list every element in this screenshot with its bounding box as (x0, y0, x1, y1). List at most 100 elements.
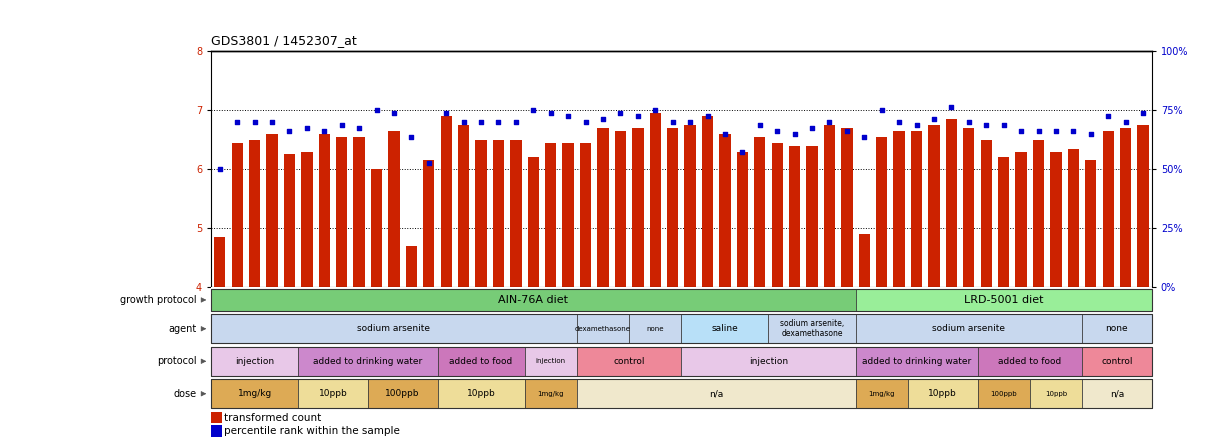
Bar (1082, 314, 1152, 343)
Bar (1067, 149, 1079, 444)
Bar (1050, 151, 1061, 444)
Point (750, 121, 769, 128)
Point (1029, 127, 1048, 135)
Text: added to food: added to food (999, 357, 1061, 366)
Bar (336, 137, 347, 444)
Text: dexamethasone: dexamethasone (575, 326, 631, 332)
Text: 1mg/kg: 1mg/kg (538, 391, 564, 397)
Text: 1mg/kg: 1mg/kg (868, 391, 895, 397)
Bar (388, 131, 399, 444)
Bar (1082, 347, 1152, 376)
Point (541, 110, 561, 117)
Text: control: control (614, 357, 645, 366)
Bar (789, 146, 801, 444)
Bar (576, 347, 681, 376)
Text: 10ppb: 10ppb (1044, 391, 1067, 397)
Bar (630, 314, 681, 343)
Point (924, 115, 943, 123)
Text: control: control (1101, 357, 1132, 366)
Bar (1032, 140, 1044, 444)
Text: sodium arsenite: sodium arsenite (357, 324, 431, 333)
Point (488, 119, 508, 126)
Point (453, 119, 473, 126)
Bar (576, 379, 855, 408)
Bar (855, 314, 1082, 343)
Point (420, 160, 439, 167)
Bar (597, 128, 609, 444)
Bar (978, 347, 1082, 376)
Bar (980, 140, 991, 444)
Point (663, 119, 683, 126)
Point (942, 103, 961, 111)
Bar (318, 134, 330, 444)
Point (367, 107, 386, 114)
Bar (298, 347, 438, 376)
Bar (978, 379, 1030, 408)
Bar (911, 131, 923, 444)
Bar (525, 379, 576, 408)
Point (558, 112, 578, 119)
Bar (894, 131, 904, 444)
Bar (458, 125, 469, 444)
Bar (842, 128, 853, 444)
Bar (298, 379, 368, 408)
Bar (248, 140, 260, 444)
Bar (737, 151, 748, 444)
Bar (368, 379, 438, 408)
Point (1047, 127, 1066, 135)
Bar (964, 128, 974, 444)
Bar (1082, 379, 1152, 408)
Bar (859, 234, 870, 444)
Bar (667, 128, 678, 444)
Bar (562, 143, 574, 444)
Bar (580, 143, 591, 444)
Bar (615, 131, 626, 444)
Point (802, 124, 821, 131)
Point (715, 130, 734, 137)
Point (959, 119, 978, 126)
Text: saline: saline (712, 324, 738, 333)
Bar (211, 379, 298, 408)
Text: growth protocol: growth protocol (121, 295, 197, 305)
Point (210, 166, 229, 173)
Text: 100ppb: 100ppb (990, 391, 1017, 397)
Point (437, 110, 456, 117)
Text: added to drinking water: added to drinking water (862, 357, 971, 366)
Text: injection: injection (535, 358, 566, 364)
Bar (681, 314, 768, 343)
Text: sodium arsenite,
dexamethasone: sodium arsenite, dexamethasone (780, 319, 844, 338)
Bar (525, 347, 576, 376)
Point (1064, 127, 1083, 135)
Bar (772, 143, 783, 444)
Point (228, 119, 247, 126)
Point (994, 121, 1013, 128)
Text: 10ppb: 10ppb (467, 389, 496, 398)
Bar (510, 140, 521, 444)
Point (733, 148, 753, 155)
Point (907, 121, 926, 128)
Bar (1137, 125, 1148, 444)
Bar (211, 412, 222, 423)
Point (1099, 112, 1118, 119)
Bar (1015, 151, 1026, 444)
Bar (908, 379, 978, 408)
Bar (702, 116, 713, 444)
Point (263, 119, 282, 126)
Text: 10ppb: 10ppb (318, 389, 347, 398)
Bar (211, 289, 855, 311)
Bar (1030, 379, 1082, 408)
Point (472, 119, 491, 126)
Bar (855, 379, 908, 408)
Text: dose: dose (174, 389, 197, 399)
Bar (438, 379, 525, 408)
Point (315, 127, 334, 135)
Bar (405, 246, 417, 444)
Text: sodium arsenite: sodium arsenite (932, 324, 1006, 333)
Point (297, 124, 316, 131)
Point (628, 112, 648, 119)
Point (610, 110, 630, 117)
Bar (876, 137, 888, 444)
Point (1116, 119, 1135, 126)
Point (402, 133, 421, 140)
Bar (768, 314, 855, 343)
